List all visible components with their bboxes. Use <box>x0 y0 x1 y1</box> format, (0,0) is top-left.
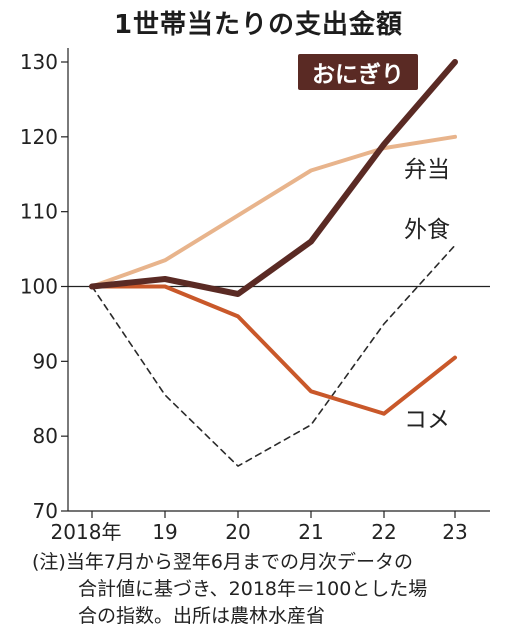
series-label-1: 弁当 <box>404 157 450 183</box>
line-chart: 70 80 90 100 110 120 130 2018年 19 20 21 22 23 おにぎり弁当外… <box>20 48 490 544</box>
series-line-1 <box>90 134 457 289</box>
x-tick-label-0: 2018年 <box>51 520 122 544</box>
x-tick-label-4: 22 <box>371 520 396 544</box>
footnote-line-1: (注)当年7月から翌年6月までの月次データの <box>32 551 414 573</box>
footnote-line-3: 合の指数。出所は農林水産省 <box>78 605 326 627</box>
footnote: (注)当年7月から翌年6月までの月次データの 合計値に基づき、2018年＝100… <box>32 549 502 630</box>
y-tick-label-120: 120 <box>20 125 58 149</box>
series-label-0: おにぎり <box>312 61 404 88</box>
y-tick-label-70: 70 <box>33 499 58 523</box>
footnote-line-2: 合計値に基づき、2018年＝100とした場 <box>78 578 428 600</box>
series-label-box-0 <box>298 54 418 90</box>
y-tick-label-90: 90 <box>33 349 58 373</box>
x-tick-label-3: 21 <box>298 520 323 544</box>
series-line-2 <box>91 244 456 467</box>
series-line-3 <box>90 284 457 416</box>
y-tick-label-110: 110 <box>20 200 58 224</box>
x-tick-label-5: 23 <box>442 520 467 544</box>
series-label-3: コメ <box>404 407 450 433</box>
series-line-0 <box>89 59 458 297</box>
series-label-2: 外食 <box>404 217 450 243</box>
y-tick-label-130: 130 <box>20 50 58 74</box>
x-tick-label-1: 19 <box>152 520 177 544</box>
x-tick-label-2: 20 <box>225 520 250 544</box>
y-tick-label-100: 100 <box>20 275 58 299</box>
y-tick-label-80: 80 <box>33 424 58 448</box>
chart-title: 1世帯当たりの支出金額 <box>113 10 404 40</box>
